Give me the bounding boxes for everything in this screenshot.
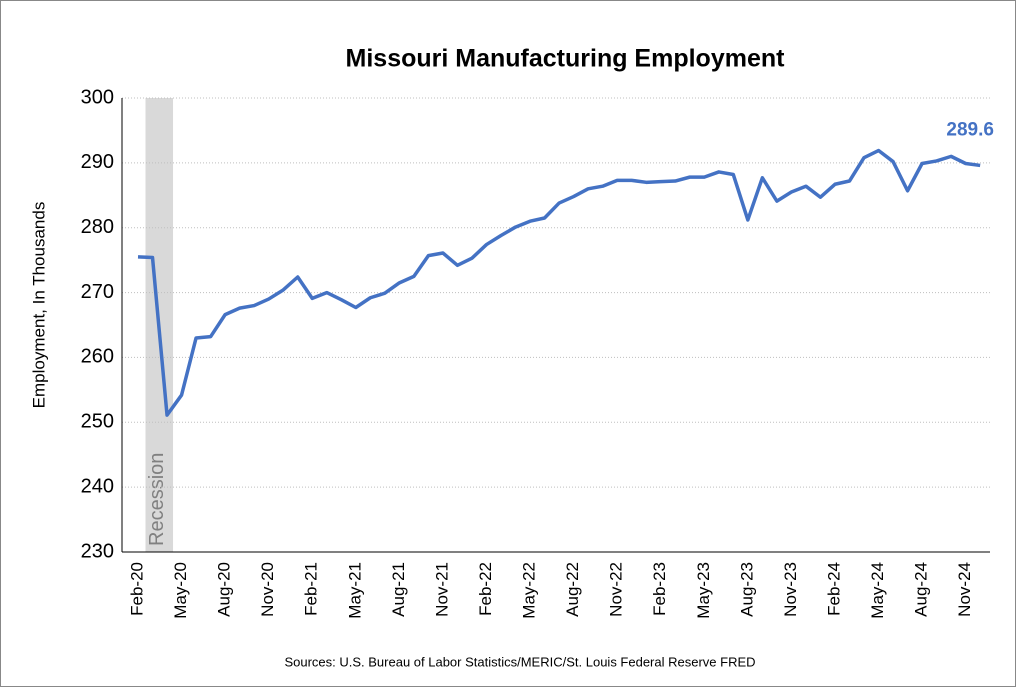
x-tick-label: Nov-22 — [607, 562, 626, 617]
y-tick-label: 270 — [81, 281, 114, 303]
x-tick-label: May-20 — [171, 562, 190, 619]
x-tick-label: Nov-24 — [955, 562, 974, 617]
y-tick-label: 230 — [81, 540, 114, 562]
x-tick-label: Nov-20 — [258, 562, 277, 617]
x-tick-label: May-21 — [345, 562, 364, 619]
x-tick-label: May-22 — [520, 562, 539, 619]
x-tick-label: Aug-24 — [912, 562, 931, 617]
y-tick-label: 290 — [81, 151, 114, 173]
x-tick-label: Feb-21 — [302, 562, 321, 616]
recession-label: Recession — [146, 453, 168, 546]
x-tick-label: Feb-20 — [127, 562, 146, 616]
y-tick-label: 240 — [81, 475, 114, 497]
x-tick-label: Aug-20 — [215, 562, 234, 617]
data-label: 289.6 — [946, 119, 994, 140]
x-tick-label: Aug-23 — [737, 562, 756, 617]
x-tick-label: May-24 — [868, 562, 887, 619]
y-tick-label: 260 — [81, 346, 114, 368]
x-tick-label: Aug-22 — [563, 562, 582, 617]
x-tick-label: Nov-23 — [781, 562, 800, 617]
source-note: Sources: U.S. Bureau of Labor Statistics… — [284, 654, 755, 669]
x-tick-label: Feb-23 — [650, 562, 669, 616]
line-series — [137, 148, 981, 417]
x-tick-label: Feb-22 — [476, 562, 495, 616]
x-tick-label: Aug-21 — [389, 562, 408, 617]
y-axis-label: Employment, In Thousands — [29, 202, 48, 409]
y-tick-label: 280 — [81, 216, 114, 238]
y-tick-label: 300 — [81, 86, 114, 108]
chart-title: Missouri Manufacturing Employment — [346, 45, 786, 73]
y-tick-label: 250 — [81, 411, 114, 433]
x-tick-label: Feb-24 — [824, 562, 843, 616]
x-tick-label: May-23 — [694, 562, 713, 619]
x-tick-label: Nov-21 — [432, 562, 451, 617]
